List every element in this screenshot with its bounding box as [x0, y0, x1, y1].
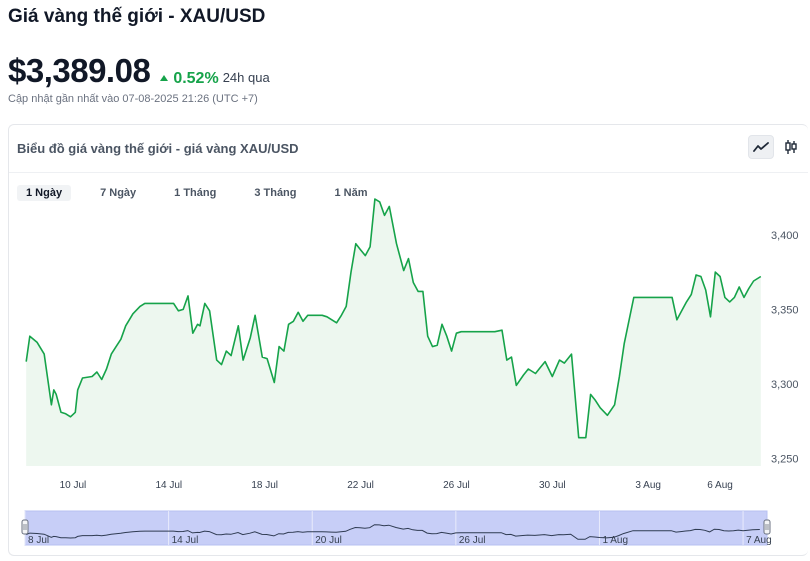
navigator-tick-label: 1 Aug [602, 535, 628, 546]
range-tabs: 1 Ngày 7 Ngày 1 Tháng 3 Tháng 1 Năm [17, 185, 397, 201]
y-tick-label: 3,400 [771, 230, 799, 242]
price-change: 0.52% [160, 70, 219, 88]
range-tab-1[interactable]: 7 Ngày [100, 187, 137, 199]
x-tick-label: 30 Jul [539, 480, 566, 491]
chart-type-switch [748, 135, 804, 159]
current-price: $3,389.08 [8, 52, 151, 89]
change-period: 24h qua [222, 70, 270, 85]
line-chart-button[interactable] [748, 135, 774, 159]
x-tick-label: 14 Jul [155, 480, 182, 491]
x-tick-label: 18 Jul [251, 480, 278, 491]
navigator-tick-label: 20 Jul [315, 535, 342, 546]
x-tick-label: 10 Jul [60, 480, 87, 491]
line-chart-icon [753, 142, 769, 152]
range-tab-0[interactable]: 1 Ngày [17, 185, 72, 201]
range-tab-3[interactable]: 3 Tháng [254, 187, 297, 199]
last-updated: Cập nhật gần nhất vào 07-08-2025 21:26 (… [8, 93, 258, 105]
change-percent: 0.52% [173, 70, 219, 87]
price-row: $3,389.08 0.52% 24h qua [8, 52, 270, 90]
x-tick-label: 26 Jul [443, 480, 470, 491]
navigator-line [26, 524, 760, 540]
x-tick-label: 22 Jul [347, 480, 374, 491]
card-divider [9, 172, 808, 173]
y-tick-label: 3,250 [771, 454, 799, 466]
x-tick-label: 6 Aug [707, 480, 733, 491]
range-tab-2[interactable]: 1 Tháng [174, 187, 217, 199]
navigator-handle-right[interactable] [763, 519, 771, 535]
navigator-tick-label: 26 Jul [459, 535, 486, 546]
candlestick-button[interactable] [778, 135, 804, 159]
candlestick-icon [785, 140, 797, 154]
arrow-up-icon [160, 75, 169, 81]
chart-card: Biểu đồ giá vàng thế giới - giá vàng XAU… [8, 124, 808, 556]
y-tick-label: 3,350 [771, 304, 799, 316]
navigator-tick-label: 8 Jul [28, 535, 49, 546]
y-tick-label: 3,300 [771, 379, 799, 391]
navigator-handle-left[interactable] [21, 519, 29, 535]
price-line [25, 198, 762, 439]
page-title: Giá vàng thế giới - XAU/USD [8, 6, 266, 27]
navigator-tick-label: 7 Aug [746, 535, 772, 546]
price-area [26, 199, 761, 466]
chart-title: Biểu đồ giá vàng thế giới - giá vàng XAU… [17, 141, 299, 156]
x-tick-label: 3 Aug [635, 480, 661, 491]
navigator-tick-label: 14 Jul [172, 535, 199, 546]
range-tab-4[interactable]: 1 Năm [334, 187, 368, 199]
